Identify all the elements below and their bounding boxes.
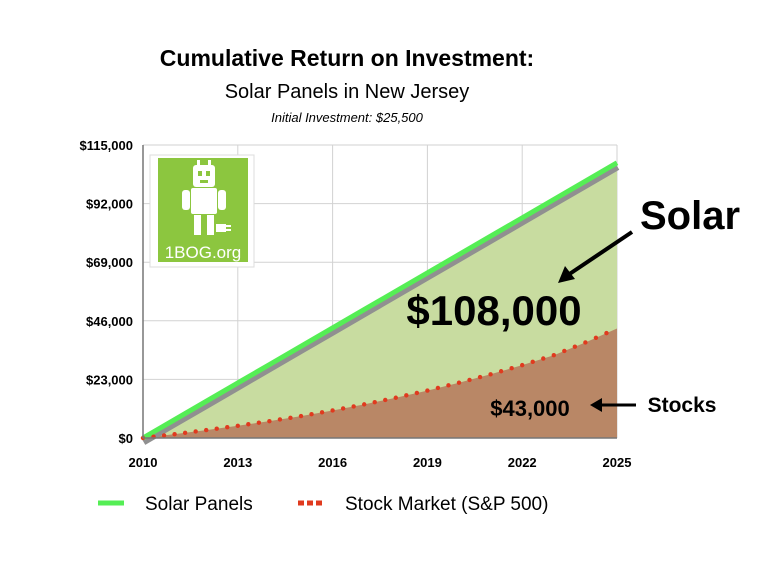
chart-subtitle: Solar Panels in New Jersey xyxy=(225,81,470,103)
stocks-point xyxy=(161,433,167,438)
chart-lines xyxy=(140,160,620,445)
y-tick-label: $115,000 xyxy=(79,138,133,153)
stocks-point xyxy=(225,425,230,430)
stocks-point xyxy=(267,418,272,424)
line-solar-shadow xyxy=(140,161,620,445)
stocks-point xyxy=(319,410,325,415)
x-tick-label: 2016 xyxy=(318,455,347,470)
initial-investment-note: Initial Investment: $25,500 xyxy=(271,110,424,125)
stocks-point xyxy=(551,352,556,358)
stocks-point xyxy=(593,335,599,340)
stocks-point xyxy=(541,356,546,361)
stocks-point xyxy=(456,380,462,385)
stocks-point xyxy=(572,344,578,349)
stocks-point xyxy=(330,408,335,413)
line-solar xyxy=(141,160,619,441)
stocks-point xyxy=(477,374,483,380)
stocks-point xyxy=(246,422,251,427)
stocks-point xyxy=(351,404,356,409)
stocks-point xyxy=(309,412,314,417)
stocks-point xyxy=(393,395,398,400)
stocks-point xyxy=(435,385,441,391)
x-tick-label: 2022 xyxy=(508,455,537,470)
stocks-point xyxy=(288,415,293,420)
solar-arrow-icon xyxy=(558,230,634,283)
y-tick-label: $92,000 xyxy=(86,197,133,212)
y-tick-label: $46,000 xyxy=(86,314,133,329)
stocks-point xyxy=(298,413,304,419)
stocks-point xyxy=(172,431,177,437)
stocks-point xyxy=(498,369,504,374)
stocks-point xyxy=(467,377,472,383)
y-tick-label: $69,000 xyxy=(86,255,133,270)
x-tick-label: 2019 xyxy=(413,455,442,470)
logo-text: 1BOG.org xyxy=(165,243,242,262)
stocks-point xyxy=(446,383,451,388)
plug-figure-icon xyxy=(182,160,231,235)
stocks-arrow-icon xyxy=(590,398,636,412)
x-tick-label: 2010 xyxy=(129,455,158,470)
legend: Solar Panels Stock Market (S&P 500) xyxy=(98,494,548,515)
stocks-point xyxy=(256,420,262,425)
chart-title: Cumulative Return on Investment: xyxy=(160,45,534,71)
stocks-point xyxy=(604,330,609,336)
x-tick-labels: 2010 2013 2016 2019 2022 2025 xyxy=(129,455,632,470)
area-stocks xyxy=(143,328,617,438)
solar-label: Solar xyxy=(640,194,740,238)
x-tick-label: 2013 xyxy=(223,455,252,470)
stocks-label: Stocks xyxy=(648,394,717,417)
stocks-point xyxy=(204,427,209,433)
stocks-point xyxy=(404,393,409,398)
axes xyxy=(142,145,617,439)
stocks-point xyxy=(583,340,588,345)
y-tick-label: $0 xyxy=(119,431,133,446)
stocks-point xyxy=(362,402,367,407)
legend-label-stocks: Stock Market (S&P 500) xyxy=(345,494,548,515)
stocks-point xyxy=(214,426,219,431)
y-tick-label: $23,000 xyxy=(86,372,133,387)
stocks-point xyxy=(414,390,420,396)
stocks-point xyxy=(277,417,283,422)
solar-value: $108,000 xyxy=(406,287,581,334)
stocks-value: $43,000 xyxy=(490,396,570,421)
x-tick-label: 2025 xyxy=(603,455,632,470)
stocks-point xyxy=(235,423,240,428)
stocks-point xyxy=(520,362,525,368)
stocks-point xyxy=(383,397,388,403)
stocks-point xyxy=(425,388,430,393)
y-tick-labels: $0 $23,000 $46,000 $69,000 $92,000 $115,000 xyxy=(79,138,133,446)
1bog-logo: 1BOG.org xyxy=(149,154,255,268)
stocks-point xyxy=(340,406,346,411)
stocks-point xyxy=(182,430,188,436)
stocks-point xyxy=(509,365,514,371)
stocks-point xyxy=(488,372,493,377)
stocks-point xyxy=(530,359,535,365)
stocks-point xyxy=(193,429,198,434)
stocks-point xyxy=(562,348,567,354)
stocks-point xyxy=(372,399,377,405)
legend-label-solar: Solar Panels xyxy=(145,494,253,515)
